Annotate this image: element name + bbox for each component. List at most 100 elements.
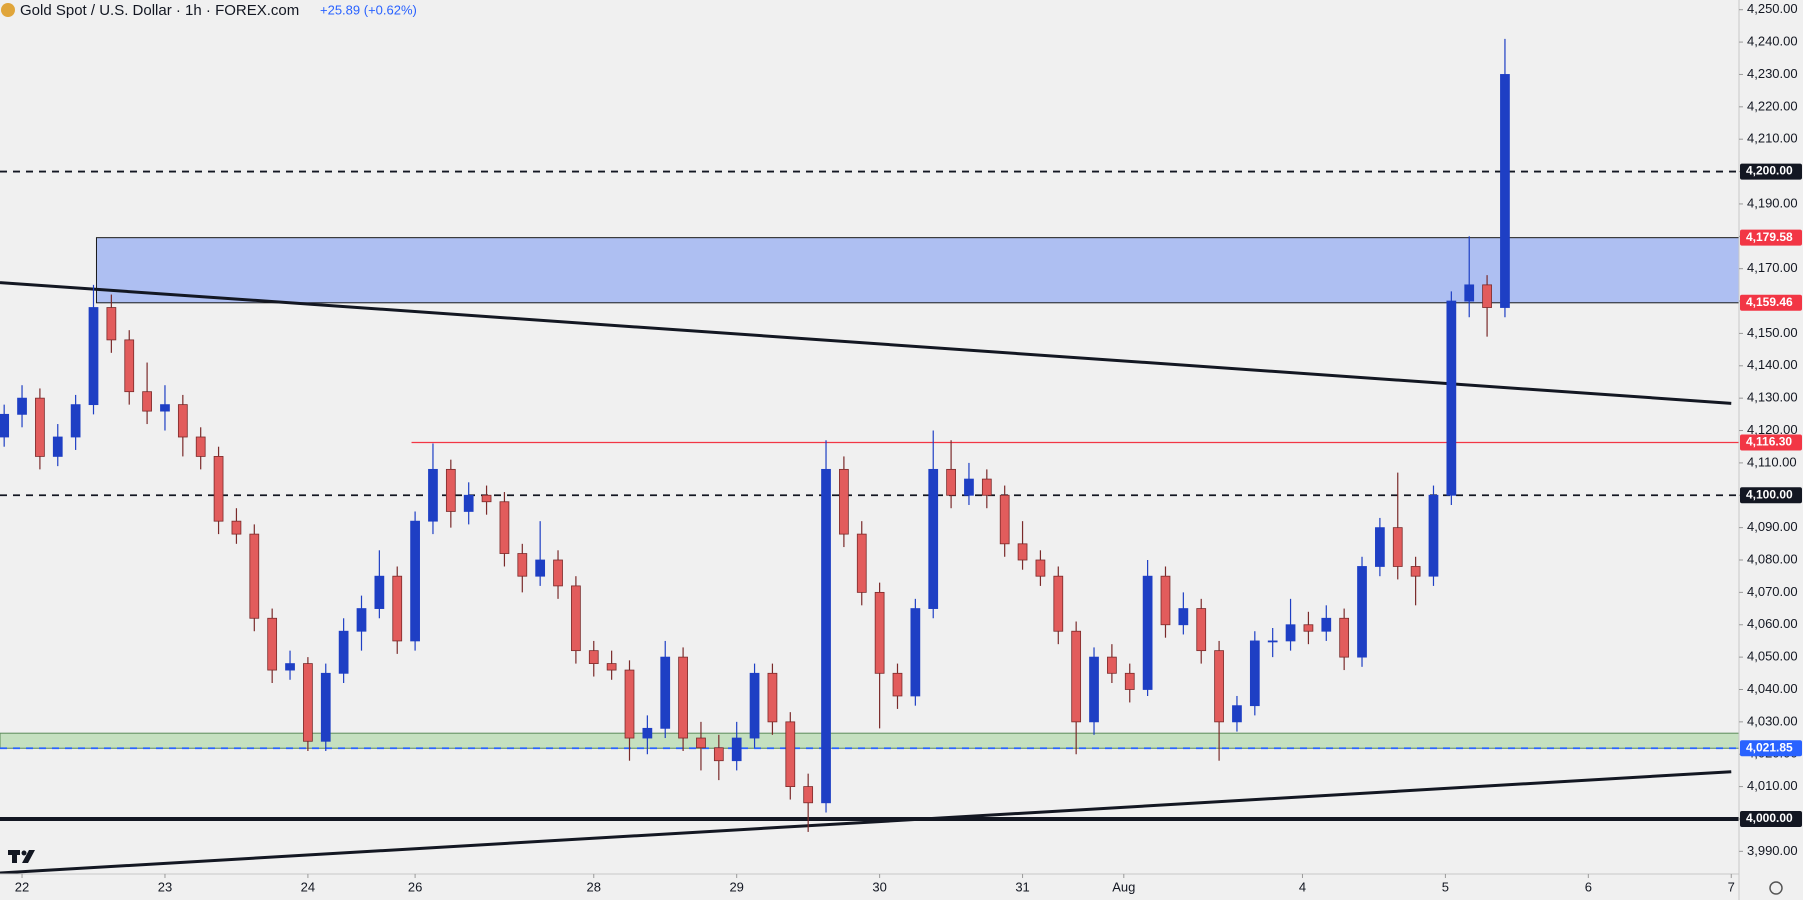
x-tick-label: 24 — [301, 879, 315, 894]
level-label: 4,100.00 — [1746, 487, 1793, 501]
trendline — [0, 281, 1732, 405]
y-tick-label: 4,250.00 — [1747, 1, 1798, 16]
y-tick-label: 4,030.00 — [1747, 713, 1798, 728]
candle-body — [874, 591, 885, 674]
candle-body — [410, 520, 420, 642]
candle-body — [642, 727, 653, 739]
level-label-bg — [1740, 810, 1802, 827]
y-tick-label: 4,220.00 — [1747, 98, 1798, 113]
candle-body — [17, 397, 27, 415]
candle-body — [106, 307, 117, 341]
candle-body — [731, 737, 742, 762]
candle-body — [1428, 494, 1439, 577]
y-tick-label: 3,990.00 — [1747, 843, 1798, 858]
x-tick-label: 30 — [872, 879, 886, 894]
candle-body — [1089, 656, 1099, 723]
candle-body — [285, 663, 295, 671]
candle-body — [160, 404, 170, 412]
candle-body — [892, 672, 903, 697]
candle-body — [52, 436, 63, 457]
level-label: 4,000.00 — [1746, 811, 1793, 825]
candle-body — [1482, 284, 1492, 308]
y-tick-label: 4,010.00 — [1747, 778, 1798, 793]
candle-body — [749, 672, 760, 739]
candle-body — [35, 397, 45, 457]
candle-body — [428, 468, 438, 522]
candle-body — [0, 413, 10, 438]
candle-body — [678, 656, 688, 739]
x-tick-label: 4 — [1299, 879, 1306, 894]
level-label: 4,159.46 — [1746, 295, 1793, 309]
candle-body — [571, 585, 581, 652]
x-tick-label: 31 — [1015, 879, 1029, 894]
candle-body — [1321, 617, 1332, 632]
candle-body — [803, 786, 814, 804]
candle-body — [606, 663, 617, 671]
candle-body — [785, 721, 796, 787]
candle-body — [1160, 575, 1171, 626]
candle-body — [999, 494, 1010, 545]
tv-logo — [8, 850, 35, 863]
level-label-bg — [1740, 294, 1802, 311]
level-label-bg — [1740, 487, 1802, 504]
price-change: +25.89 (+0.62%) — [320, 2, 417, 17]
candle-body — [1249, 640, 1260, 707]
candle-body — [1392, 527, 1403, 567]
y-tick-label: 4,190.00 — [1747, 195, 1798, 210]
candle-body — [1178, 608, 1189, 626]
candle-body — [70, 404, 81, 438]
y-tick-label: 4,090.00 — [1747, 519, 1798, 534]
candle-body — [928, 468, 939, 609]
candle-body — [624, 669, 635, 739]
candle-body — [392, 575, 403, 642]
trendline — [0, 770, 1732, 875]
candle-body — [1464, 284, 1475, 302]
candle-body — [1446, 300, 1457, 496]
y-tick-label: 4,110.00 — [1747, 454, 1797, 469]
candle-body — [910, 608, 921, 697]
candle-body — [88, 307, 99, 406]
candle-body — [231, 520, 242, 535]
y-tick-label: 4,120.00 — [1747, 422, 1798, 437]
candle-body — [124, 339, 135, 393]
candle-body — [981, 478, 992, 496]
candle-body — [303, 663, 313, 742]
candle-body — [1017, 543, 1028, 561]
candle-body — [517, 553, 528, 577]
candle-body — [588, 650, 599, 664]
settings-icon[interactable] — [1769, 881, 1783, 895]
candle-body — [463, 494, 474, 512]
candle-body — [374, 575, 385, 609]
x-tick-label: 5 — [1442, 879, 1449, 894]
x-tick-label: 28 — [587, 879, 601, 894]
y-tick-label: 4,140.00 — [1747, 357, 1798, 372]
x-tick-label: 26 — [408, 879, 422, 894]
plot-area — [0, 38, 1740, 875]
candle-body — [1267, 640, 1278, 643]
y-tick-label: 4,170.00 — [1747, 260, 1798, 275]
candle-body — [713, 747, 724, 762]
x-tick-label: 22 — [15, 879, 29, 894]
level-label: 4,021.85 — [1746, 740, 1793, 754]
candle-body — [839, 468, 849, 535]
y-tick-label: 4,070.00 — [1747, 584, 1798, 599]
candle-body — [1214, 650, 1224, 723]
y-tick-label: 4,210.00 — [1747, 131, 1798, 146]
candle-body — [142, 391, 152, 412]
candle-body — [1035, 559, 1046, 577]
candle-body — [1107, 656, 1117, 674]
candle-body — [821, 468, 831, 804]
chart-title: Gold Spot / U.S. Dollar · 1h · FOREX.com — [20, 2, 299, 19]
candle-body — [1339, 617, 1350, 658]
level-label: 4,200.00 — [1746, 164, 1793, 178]
candle-body — [356, 608, 367, 632]
candle-body — [767, 672, 778, 723]
y-tick-label: 4,060.00 — [1747, 616, 1798, 631]
candle-body — [267, 617, 278, 671]
candle-body — [213, 456, 224, 522]
candle-body — [856, 533, 867, 593]
candle-body — [177, 404, 188, 438]
candle-body — [1303, 624, 1314, 632]
